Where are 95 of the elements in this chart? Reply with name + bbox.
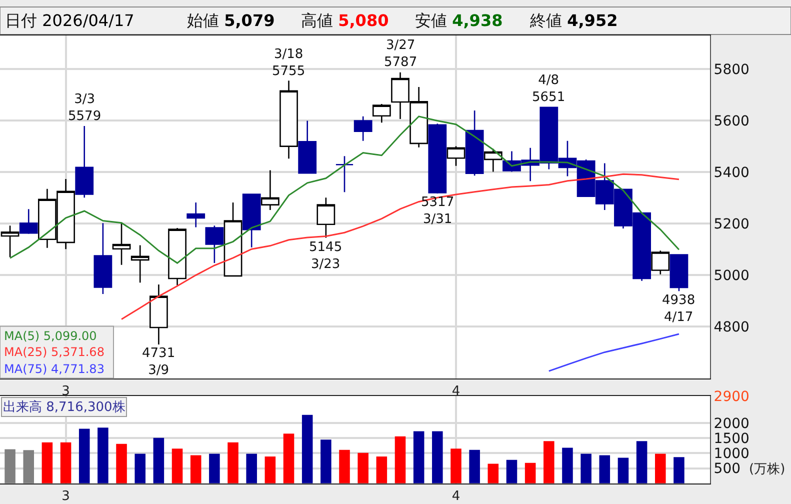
- bar: [562, 448, 573, 484]
- bar: [413, 431, 424, 484]
- annotation: 5145 3/23: [309, 240, 342, 272]
- candlestick: [242, 193, 261, 248]
- y-tick-label: 5400: [714, 164, 750, 181]
- bar: [618, 458, 629, 484]
- candlestick: [168, 227, 186, 286]
- bar: [4, 449, 16, 484]
- bar: [283, 434, 294, 484]
- bar: [116, 444, 127, 484]
- y-tick-label: 1000: [714, 446, 750, 462]
- bar: [78, 428, 90, 484]
- annotation: 4/8 5651: [532, 73, 566, 105]
- y-tick-label: 5800: [714, 62, 750, 78]
- bar: [302, 414, 313, 484]
- bar: [544, 441, 554, 484]
- text: 始値 5,079: [187, 11, 275, 30]
- y-tick-label: 5600: [714, 113, 750, 130]
- candlestick: [446, 146, 466, 167]
- candlestick: [298, 120, 317, 174]
- bar: [153, 438, 164, 484]
- bar: [23, 450, 34, 484]
- chart-title: 出来高 8,716,300株: [3, 399, 126, 415]
- bar: [376, 456, 388, 484]
- bar: [172, 448, 183, 484]
- bar: [190, 455, 202, 484]
- bar: [469, 450, 480, 484]
- candlestick: [112, 222, 131, 266]
- y-tick-label: 2900: [714, 388, 750, 405]
- bar: [506, 460, 518, 484]
- y-tick-label: 5200: [714, 216, 750, 233]
- bar: [599, 455, 610, 484]
- bar: [358, 452, 368, 484]
- x-tick-label: 3: [62, 384, 70, 399]
- x-tick-label: 4: [452, 384, 460, 399]
- text: 日付 2026/04/17: [5, 11, 134, 30]
- y-tick-label: 4800: [714, 320, 750, 336]
- bar: [524, 462, 536, 484]
- bar: [320, 440, 332, 484]
- bar: [674, 457, 684, 484]
- candlestick: [130, 244, 150, 284]
- text: MA(5) 5,099.00: [4, 329, 97, 343]
- bar: [60, 442, 72, 484]
- bar: [339, 450, 350, 484]
- x-tick-label: 4: [452, 488, 460, 504]
- annotation: 3/18 5755: [272, 47, 306, 79]
- candlestick: [651, 250, 670, 276]
- candlestick: [186, 202, 206, 228]
- y-tick-label: 2000: [714, 416, 750, 432]
- bar: [246, 454, 257, 484]
- candlestick: [316, 196, 336, 238]
- annotation: 3/27 5787: [384, 38, 418, 70]
- text: MA(25) 5,371.68: [4, 345, 104, 359]
- y-tick-label: 1500: [714, 431, 750, 448]
- bar: [636, 441, 648, 484]
- candlestick: [372, 103, 391, 124]
- bar: [432, 431, 443, 484]
- annotation: 4731 3/9: [142, 346, 176, 378]
- candlestick: [224, 202, 242, 278]
- y-axis-title: (万株): [749, 462, 786, 477]
- bar: [488, 464, 499, 484]
- text: MA(75) 4,771.83: [4, 362, 104, 376]
- candlestick: [428, 122, 447, 194]
- bar: [580, 454, 592, 484]
- bar: [98, 428, 108, 484]
- bar: [209, 454, 220, 484]
- candlestick: [149, 284, 168, 346]
- bar: [42, 442, 53, 484]
- candlestick: [484, 148, 502, 172]
- candlestick: [280, 80, 298, 160]
- bar: [655, 454, 666, 484]
- text: 終値 4,952: [529, 11, 618, 30]
- annotation: 4938 4/17: [662, 293, 696, 325]
- x-tick-label: 3: [62, 488, 70, 504]
- candlestick: [465, 110, 484, 176]
- candlestick: [94, 222, 112, 295]
- annotation: 5317 3/31: [421, 195, 454, 227]
- candlestick: [19, 208, 38, 235]
- text: 安値 4,938: [415, 11, 503, 30]
- bar: [394, 436, 406, 484]
- annotation: 3/3 5579: [68, 92, 102, 124]
- y-tick-label: 500: [714, 461, 741, 478]
- y-tick-label: 5000: [714, 268, 750, 284]
- text: 高値 5,080: [301, 11, 389, 30]
- line-series: [548, 333, 680, 372]
- candlestick: [205, 225, 224, 264]
- candlestick: [670, 254, 688, 292]
- candlestick: [335, 155, 354, 193]
- bar: [450, 448, 462, 484]
- bar: [264, 456, 276, 484]
- candlestick: [354, 116, 372, 142]
- candlestick: [260, 170, 280, 211]
- bar: [134, 454, 146, 484]
- bar: [228, 442, 238, 484]
- candlestick: [75, 125, 94, 198]
